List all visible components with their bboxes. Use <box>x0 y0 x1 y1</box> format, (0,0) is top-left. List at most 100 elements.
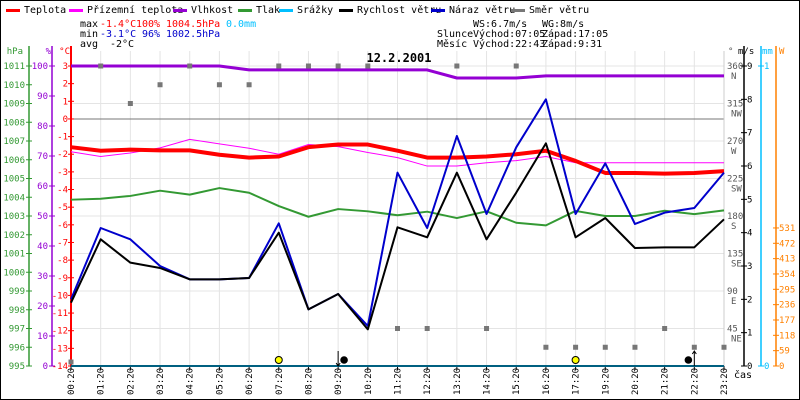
precip-tick-label: 1 <box>764 62 769 72</box>
radiation-tick-label: 354 <box>779 270 795 280</box>
x-tick-label: 16:20 <box>542 368 552 395</box>
wind-direction-point <box>68 359 74 365</box>
pressure-axis-title: hPa <box>7 47 23 57</box>
wind-axis-title: m/s <box>738 47 754 57</box>
humidity-tick-label: 90 <box>37 92 48 102</box>
wind-tick-label: 2 <box>747 295 752 305</box>
moonset-arrow-icon <box>335 351 341 367</box>
pressure-tick-label: 1001 <box>3 250 25 260</box>
stats-avg-temp: -2°C <box>110 39 135 50</box>
direction-tick-label: 45 <box>727 325 738 335</box>
stats-max-temp: -1.4°C <box>100 19 137 30</box>
wind-tick-label: 6 <box>747 162 752 172</box>
radiation-tick-label: 413 <box>779 255 795 265</box>
temperature-tick-label: -5 <box>57 203 68 213</box>
legend-label: Rychlost větru <box>357 5 442 16</box>
legend-item: Směr větru <box>511 5 589 16</box>
pressure-tick-label: 1009 <box>3 100 25 110</box>
legend-item: Vlhkost <box>173 5 233 16</box>
legend-swatch <box>431 9 445 12</box>
radiation-tick-label: 118 <box>779 331 795 341</box>
temperature-tick-label: -10 <box>52 291 68 301</box>
temperature-tick-label: -7 <box>57 238 68 248</box>
direction-tick-label: 90 <box>727 287 738 297</box>
stats-min-label: min <box>80 29 99 40</box>
direction-tick-label: 270 <box>727 137 743 147</box>
pressure-tick-label: 995 <box>9 362 25 372</box>
series-line-rychlost-větru <box>70 142 725 331</box>
temperature-tick-label: -4 <box>57 186 68 196</box>
direction-tick-label: 315 <box>727 100 743 110</box>
sun-marker <box>571 356 580 364</box>
pressure-tick-label: 1006 <box>3 156 25 166</box>
pressure-tick-label: 1004 <box>3 193 25 203</box>
sun-marker <box>274 356 283 364</box>
stats-min-humidity: 96% <box>142 29 161 40</box>
x-tick-label: 08:20 <box>304 368 314 395</box>
radiation-tick-label: 0 <box>779 362 784 372</box>
x-tick-label: 07:20 <box>275 368 285 395</box>
wind-tick-label: 8 <box>747 95 752 105</box>
wind-direction-point <box>513 63 519 69</box>
chart-title: 12.2.2001 <box>366 51 431 65</box>
legend-swatch <box>279 9 293 12</box>
legend-item: Náraz větru <box>431 5 515 16</box>
x-tick-label: 11:20 <box>394 368 404 395</box>
humidity-tick-label: 40 <box>37 242 48 252</box>
pressure-tick-label: 998 <box>9 306 25 316</box>
legend-swatch <box>173 9 187 12</box>
wind-direction-point <box>721 344 727 350</box>
pressure-tick-label: 1002 <box>3 231 25 241</box>
radiation-axis-title: W <box>779 47 785 57</box>
x-tick-label: 21:20 <box>661 368 671 395</box>
stats-max-humidity: 100% <box>136 19 161 30</box>
direction-axis-title: ° <box>728 47 733 57</box>
wind-direction-point <box>602 344 608 350</box>
radiation-tick-label: 295 <box>779 285 795 295</box>
stats-avg-label: avg <box>80 39 99 50</box>
legend-label: Přízemní teplota <box>87 5 184 16</box>
legend-swatch <box>69 9 83 12</box>
direction-tick-label: 360 <box>727 62 743 72</box>
wind-direction-point <box>365 63 371 69</box>
temperature-tick-label: -9 <box>57 274 68 284</box>
stats-max-pressure: 1004.5hPa <box>166 19 221 30</box>
legend-swatch <box>339 9 353 12</box>
legend-label: Teplota <box>24 5 67 16</box>
legend-item: Rychlost větru <box>339 5 441 16</box>
wind-direction-point <box>157 82 163 88</box>
direction-tick-label: 225 <box>727 175 743 185</box>
legend-item: Přízemní teplota <box>69 5 183 16</box>
wind-direction-point <box>127 101 133 106</box>
radiation-tick-label: 59 <box>779 347 790 357</box>
humidity-tick-label: 30 <box>37 272 48 282</box>
pressure-tick-label: 997 <box>9 325 25 335</box>
legend-label: Tlak <box>256 5 281 16</box>
humidity-axis-title: % <box>46 47 52 57</box>
x-tick-label: 01:20 <box>97 368 107 395</box>
temperature-tick-label: 3 <box>63 62 68 72</box>
wind-direction-point <box>543 344 549 350</box>
wind-tick-label: 4 <box>747 229 752 239</box>
moonrise-time: Východ:22:43 <box>473 39 546 50</box>
pressure-tick-label: 996 <box>9 343 25 353</box>
series-line-přízemní-teplota <box>70 138 724 167</box>
wind-tick-label: 3 <box>747 262 752 272</box>
x-tick-label: 12:20 <box>423 368 433 395</box>
sun-label: Slunce <box>437 29 474 40</box>
temperature-tick-label: -12 <box>52 327 68 337</box>
humidity-tick-label: 50 <box>37 212 48 222</box>
wind-tick-label: 0 <box>747 362 752 372</box>
x-tick-label: 04:20 <box>186 368 196 395</box>
x-tick-label: 14:20 <box>483 368 493 395</box>
x-axis-label: čas <box>734 369 752 381</box>
temperature-tick-label: 0 <box>63 115 68 125</box>
wind-speed-max: WS:6.7m/s <box>473 19 528 30</box>
wind-direction-point <box>691 344 697 350</box>
x-tick-label: 17:20 <box>572 368 582 395</box>
legend-item: Tlak <box>238 5 280 16</box>
stats-min-temp: -3.1°C <box>100 29 137 40</box>
legend-label: Srážky <box>297 5 334 16</box>
direction-tick-label: 135 <box>727 250 743 260</box>
